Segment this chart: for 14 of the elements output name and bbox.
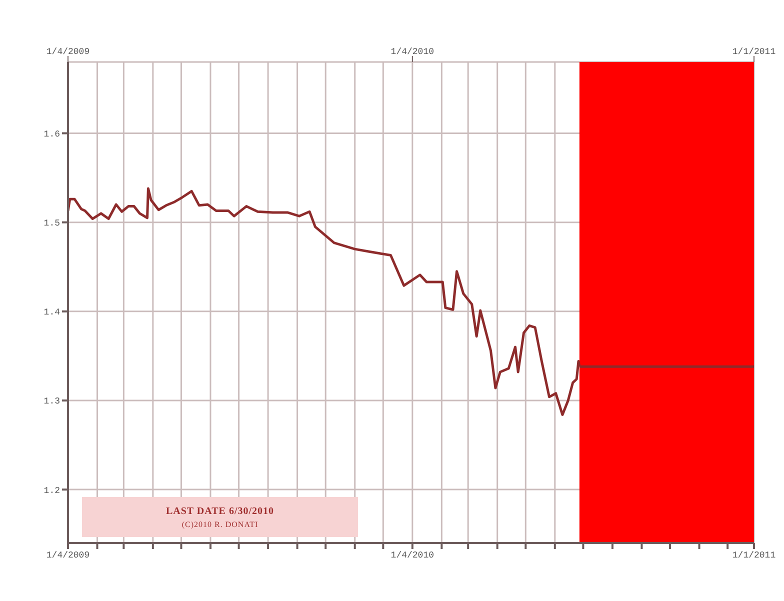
y-tick-label: 1.6 [44,129,60,140]
x2-tick-label: 1/1/2011 [732,550,776,560]
x2-tick-label: 1/4/2009 [46,550,90,560]
y-tick-label: 1.3 [44,396,60,407]
annotation: (C)2010 R. DONATI [182,520,258,528]
annotation: LAST DATE 6/30/2010 [166,506,274,516]
x-tick-label: 1/4/2009 [46,47,90,57]
x2-tick-label: 1/4/2010 [390,550,434,560]
x-tick-label: 1/4/2010 [390,47,434,57]
y-tick-label: 1.4 [44,308,60,318]
y-tick-label: 1.5 [44,218,60,229]
x-tick-label: 1/1/2011 [732,47,776,57]
y-tick-label: 1.2 [44,486,60,496]
note-box: LAST DATE 6/30/2010 (C)2010 R. DONATI [82,497,358,537]
